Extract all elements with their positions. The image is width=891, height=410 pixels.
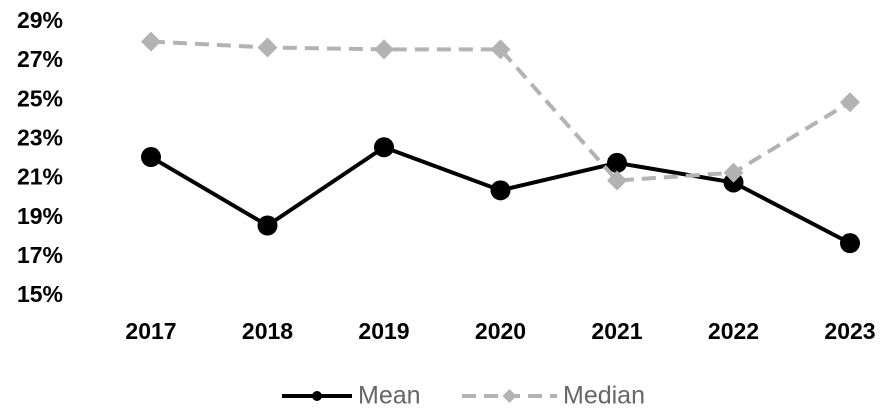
legend-label: Mean <box>358 382 421 410</box>
x-tick-label: 2017 <box>125 318 176 344</box>
x-tick-label: 2018 <box>242 318 293 344</box>
legend-label: Median <box>563 382 645 410</box>
y-tick-label: 29% <box>17 7 63 33</box>
point <box>490 39 511 60</box>
legend-marker <box>312 391 322 401</box>
y-tick-label: 21% <box>17 164 63 190</box>
point <box>141 31 161 52</box>
y-tick-label: 19% <box>17 203 63 229</box>
point <box>840 92 860 113</box>
y-tick-label: 23% <box>17 125 63 151</box>
point <box>490 180 511 201</box>
point <box>374 137 394 158</box>
point <box>257 37 278 58</box>
legend-marker <box>502 389 517 403</box>
x-tick-label: 2023 <box>824 318 875 344</box>
y-tick-label: 27% <box>17 46 63 72</box>
x-tick-label: 2020 <box>475 318 526 344</box>
point <box>141 147 161 168</box>
point <box>840 233 860 254</box>
point <box>723 162 744 183</box>
series-line <box>150 39 852 183</box>
point <box>257 215 278 236</box>
x-tick-label: 2021 <box>591 318 642 344</box>
point <box>607 170 627 191</box>
point <box>374 39 394 60</box>
x-tick-label: 2019 <box>358 318 409 344</box>
y-tick-label: 17% <box>17 242 63 268</box>
y-tick-label: 15% <box>17 281 63 307</box>
x-tick-label: 2022 <box>708 318 759 344</box>
point <box>607 152 627 173</box>
y-tick-label: 25% <box>17 85 63 111</box>
